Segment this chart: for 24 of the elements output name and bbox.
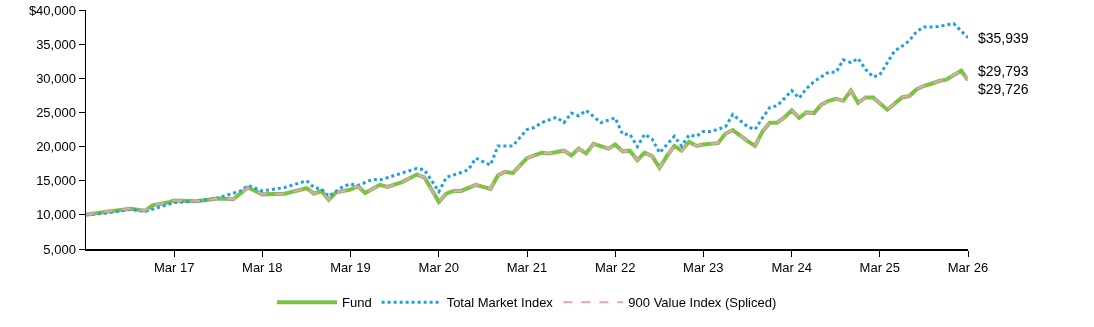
y-tick-label: 35,000 [36,36,76,52]
x-tick-label: Mar 19 [330,260,371,276]
x-tick-label: Mar 20 [418,260,460,276]
y-tick-label: 25,000 [36,104,76,120]
y-tick-label: $40,000 [28,2,76,18]
x-tick-label: Mar 25 [859,260,901,276]
annotation: $35,939 [978,30,1029,46]
legend-label: 900 Value Index (Spliced) [628,295,777,311]
x-tick-label: Mar 23 [683,260,724,276]
x-tick-label: Mar 22 [594,260,636,276]
legend-label: Fund [342,295,372,311]
y-tick-label: 10,000 [36,207,76,223]
y-tick-label: 5,000 [43,241,76,257]
y-tick-label: 30,000 [36,70,76,86]
annotation: $29,793 [978,63,1029,79]
y-tick-label: 20,000 [36,139,76,155]
x-tick-label: Mar 18 [242,260,283,276]
y-tick-label: 15,000 [36,173,76,189]
x-tick-label: Mar 17 [153,260,195,276]
x-tick-label: Mar 26 [947,260,989,276]
annotation: $29,726 [978,81,1029,97]
x-tick-label: Mar 21 [506,260,548,276]
legend-label: Total Market Index [446,295,554,311]
x-tick-label: Mar 24 [771,260,812,276]
